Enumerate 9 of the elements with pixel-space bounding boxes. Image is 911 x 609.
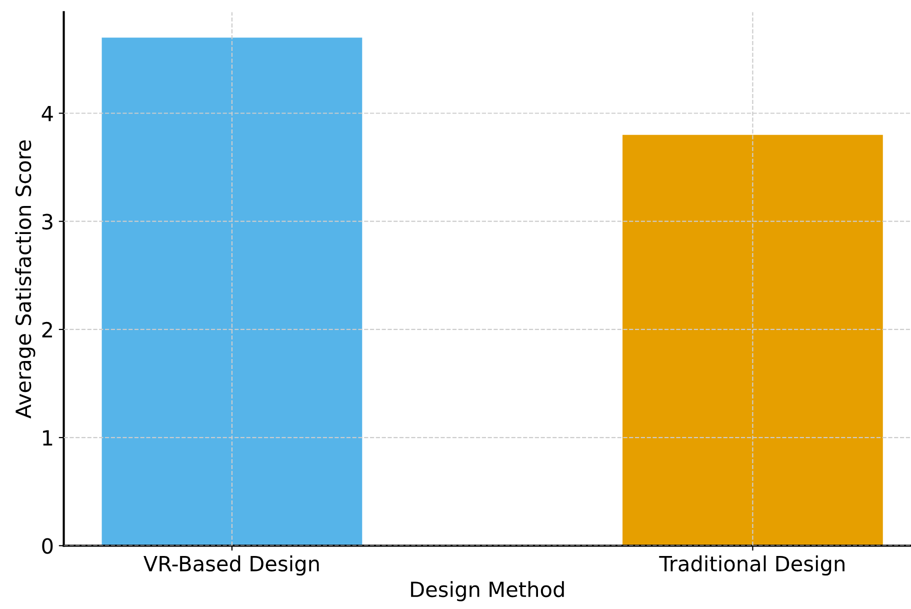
x-axis-title: Design Method	[411, 581, 564, 602]
y-tick-label: 4	[42, 106, 53, 122]
y-tick-label: 3	[42, 214, 52, 230]
y-tick-label: 2	[42, 322, 52, 338]
x-tick-label: Traditional Design	[659, 555, 844, 576]
x-tick-label: VR-Based Design	[144, 555, 319, 576]
y-axis-title: Average Satisfaction Score	[15, 140, 36, 418]
y-tick-label: 0	[42, 538, 53, 554]
y-tick-label: 1	[43, 430, 52, 446]
